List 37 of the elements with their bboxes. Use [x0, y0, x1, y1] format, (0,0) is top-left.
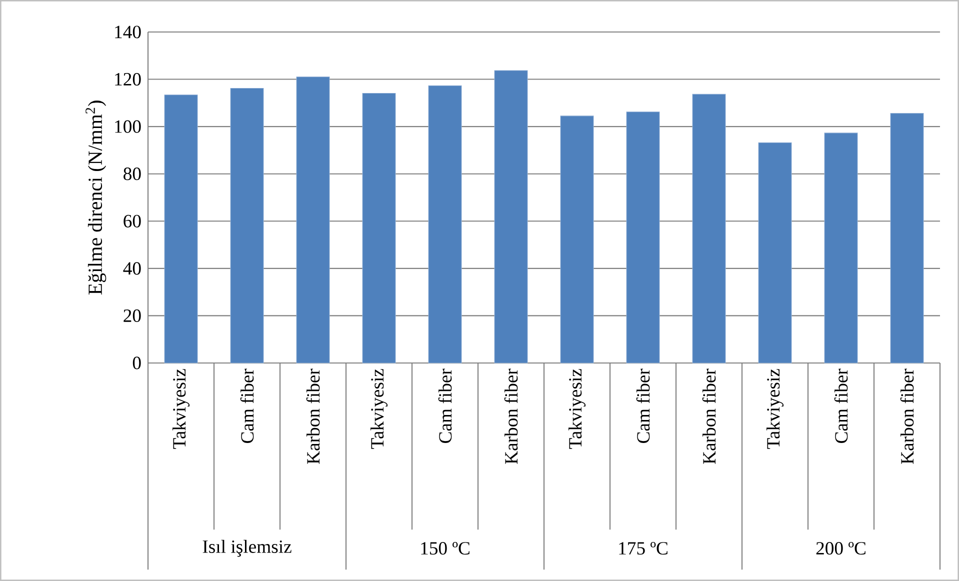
y-axis-title: Eğilme direnci (N/mm$^{2}$): [86, 100, 106, 295]
x-tick-label: Cam fiber: [438, 368, 452, 443]
x-tick-label: Cam fiber: [240, 368, 254, 443]
bar: [164, 94, 198, 364]
bar: [428, 85, 462, 364]
x-tick-label: Cam fiber: [636, 368, 650, 443]
bar: [758, 142, 792, 364]
x-tick-label: Cam fiber: [834, 368, 848, 443]
x-tick-label: Takviyesiz: [568, 369, 586, 449]
bar: [230, 88, 264, 364]
text: Isıl işlemsiz: [202, 540, 292, 557]
y-tick-label: 40: [123, 262, 141, 275]
y-tick-label: 60: [124, 214, 141, 228]
text: 200 ºC: [816, 542, 866, 555]
x-tick-label: Karbon fiber: [306, 368, 320, 464]
x-tick-label: Takviyesiz: [766, 369, 784, 449]
y-tick-label: 0: [132, 356, 141, 370]
y-tick-label: 120: [115, 72, 141, 86]
bar: [824, 132, 858, 364]
bar: [626, 112, 660, 364]
bar: [362, 92, 396, 364]
x-tick-label: Takviyesiz: [370, 369, 388, 449]
bar: [692, 94, 726, 364]
y-tick-label: 80: [124, 168, 141, 180]
bar: [560, 116, 594, 364]
text: 150 ºC: [421, 542, 470, 555]
x-tick-label: Takviyesiz: [172, 369, 190, 449]
y-tick-label: 100: [115, 120, 141, 133]
bar: [494, 70, 528, 364]
text: 175 ºC: [619, 542, 668, 555]
y-tick-label: 140: [115, 26, 141, 38]
bar: [890, 113, 924, 364]
bar: [296, 76, 330, 364]
x-tick-label: Karbon fiber: [504, 368, 518, 464]
x-tick-label: Karbon fiber: [900, 368, 914, 464]
y-tick-label: 20: [124, 309, 141, 322]
x-tick-label: Karbon fiber: [702, 368, 716, 464]
